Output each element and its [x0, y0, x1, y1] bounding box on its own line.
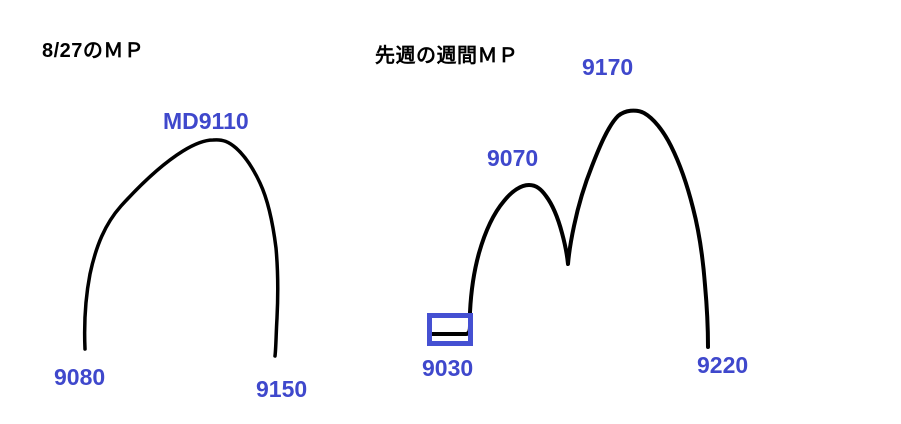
right-end-price-label: 9220 — [697, 352, 749, 378]
right-profile-curve — [430, 108, 710, 349]
left-chart-title: 8/27のＭＰ — [42, 40, 145, 62]
right-chart-title: 先週の週間ＭＰ — [375, 45, 519, 67]
left-profile-curve — [82, 138, 280, 358]
left-bottom-left-price-label: 9080 — [54, 364, 106, 390]
left-bottom-right-price-label: 9150 — [256, 376, 308, 402]
right-first-peak-price-label: 9070 — [487, 145, 539, 171]
start-marker-box — [427, 313, 473, 346]
right-start-price-label: 9030 — [422, 355, 474, 381]
left-peak-price-label: MD9110 — [163, 108, 249, 134]
right-second-peak-price-label: 9170 — [582, 54, 634, 80]
